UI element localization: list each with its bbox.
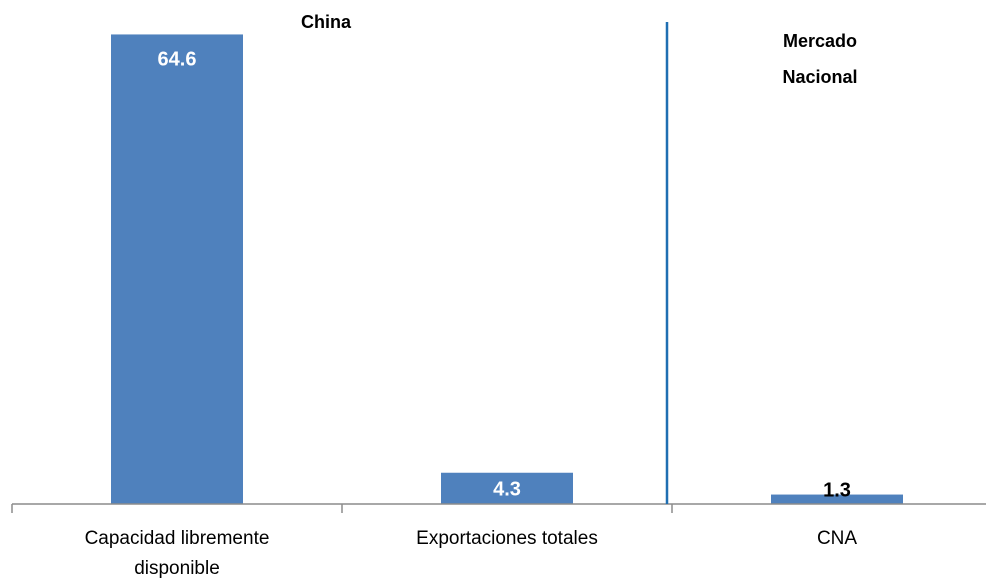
- group-labels: China Mercado Nacional: [301, 12, 858, 87]
- bar: [111, 34, 243, 505]
- bar: [771, 494, 903, 504]
- data-label: 4.3: [493, 478, 521, 500]
- data-label: 64.6: [158, 48, 197, 70]
- bars-layer: [111, 34, 903, 505]
- group-label: Mercado: [783, 31, 857, 51]
- category-labels: Capacidad libremente disponible Exportacio…: [85, 528, 858, 579]
- category-label: disponible: [134, 558, 220, 579]
- group-label: China: [301, 12, 352, 32]
- category-label: CNA: [817, 528, 857, 549]
- x-axis: [11, 503, 986, 513]
- category-label: Capacidad libremente: [85, 528, 270, 549]
- group-label: Nacional: [782, 67, 857, 87]
- data-label: 1.3: [823, 480, 851, 502]
- category-label: Exportaciones totales: [416, 528, 598, 549]
- data-labels: 64.6 4.3 1.3: [158, 48, 851, 501]
- bar: [441, 472, 573, 504]
